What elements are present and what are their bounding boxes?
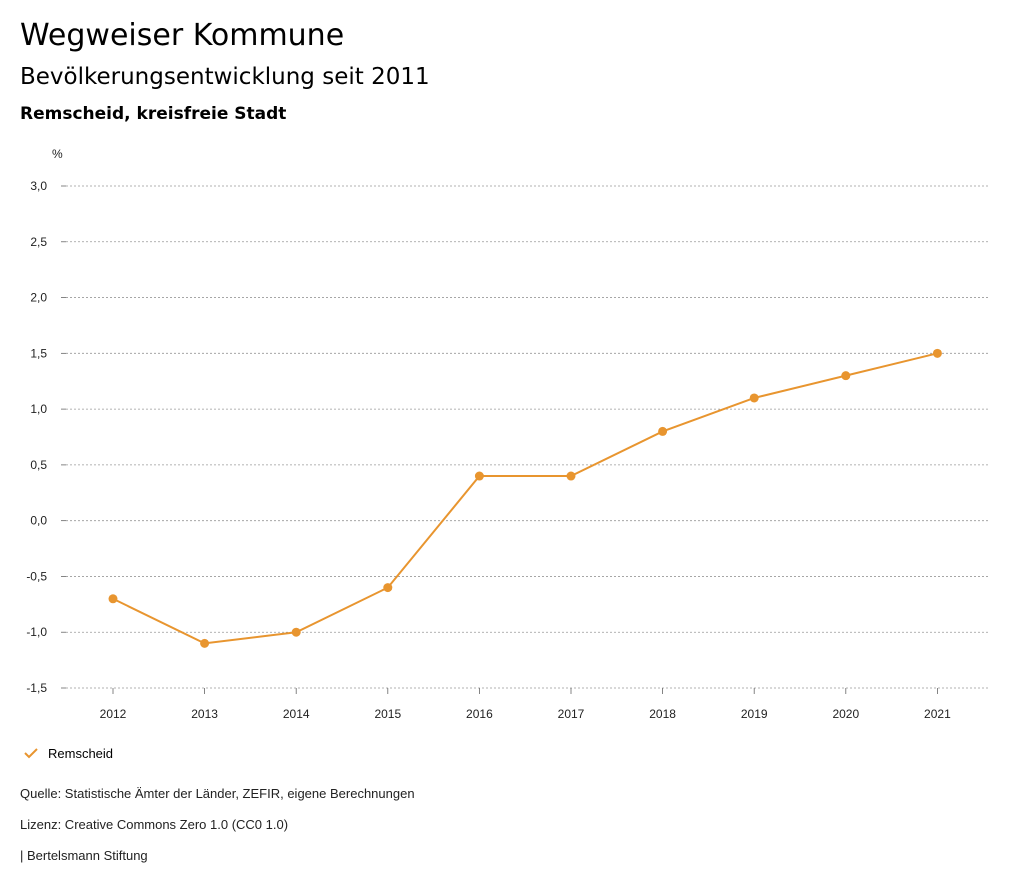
data-point[interactable] xyxy=(474,471,484,481)
x-tick-label: 2012 xyxy=(100,707,127,721)
data-point[interactable] xyxy=(566,471,576,481)
x-tick-label: 2016 xyxy=(466,707,493,721)
x-tick-label: 2019 xyxy=(741,707,768,721)
y-tick-label: -0,5 xyxy=(26,569,47,583)
x-tick-label: 2017 xyxy=(558,707,585,721)
series-line xyxy=(112,352,938,645)
data-point[interactable] xyxy=(108,594,118,604)
chart-subtitle: Bevölkerungsentwicklung seit 2011 xyxy=(20,64,430,90)
check-icon xyxy=(24,748,38,759)
y-axis-unit-label: % xyxy=(52,147,63,161)
data-point[interactable] xyxy=(658,426,668,436)
page-title: Wegweiser Kommune xyxy=(20,18,345,53)
license-note: Lizenz: Creative Commons Zero 1.0 (CC0 1… xyxy=(20,817,289,832)
line-chart: % 3,0 2,5 2,0 1,5 1,0 0,5 0,0 -0,5 -1,0 -1,5 2012… xyxy=(26,147,990,721)
legend-label: Remscheid xyxy=(48,745,114,761)
x-tick-label: 2014 xyxy=(283,707,310,721)
data-point[interactable] xyxy=(200,638,210,648)
region-label: Remscheid, kreisfreie Stadt xyxy=(20,104,287,124)
y-tick-label: 2,0 xyxy=(30,291,47,305)
x-tick-label: 2015 xyxy=(374,707,401,721)
x-tick-label: 2021 xyxy=(924,707,951,721)
y-tick-label: -1,0 xyxy=(26,625,47,639)
y-tick-label: -1,5 xyxy=(26,681,47,695)
x-tick-label: 2018 xyxy=(649,707,676,721)
y-tick-labels: 3,0 2,5 2,0 1,5 1,0 0,5 0,0 -0,5 -1,0 -1,5 xyxy=(26,179,47,695)
grid-lines xyxy=(61,185,990,689)
y-tick-label: 0,0 xyxy=(30,514,47,528)
publisher-note: | Bertelsmann Stiftung xyxy=(20,848,148,863)
y-tick-label: 3,0 xyxy=(30,179,47,193)
data-point[interactable] xyxy=(383,583,393,593)
legend[interactable]: Remscheid xyxy=(22,744,113,762)
data-point[interactable] xyxy=(749,393,759,403)
data-point[interactable] xyxy=(291,627,301,637)
y-tick-label: 0,5 xyxy=(30,458,47,472)
y-tick-label: 2,5 xyxy=(30,235,47,249)
y-tick-label: 1,5 xyxy=(30,346,47,360)
data-point[interactable] xyxy=(932,348,942,358)
y-tick-label: 1,0 xyxy=(30,402,47,416)
x-tick-label: 2020 xyxy=(832,707,859,721)
x-tick-label: 2013 xyxy=(191,707,218,721)
source-note: Quelle: Statistische Ämter der Länder, Z… xyxy=(20,786,415,801)
series-remscheid xyxy=(108,348,942,648)
x-tick-labels: 2012 2013 2014 2015 2016 2017 2018 2019 2020 2021 xyxy=(100,688,951,721)
data-point[interactable] xyxy=(841,371,851,381)
